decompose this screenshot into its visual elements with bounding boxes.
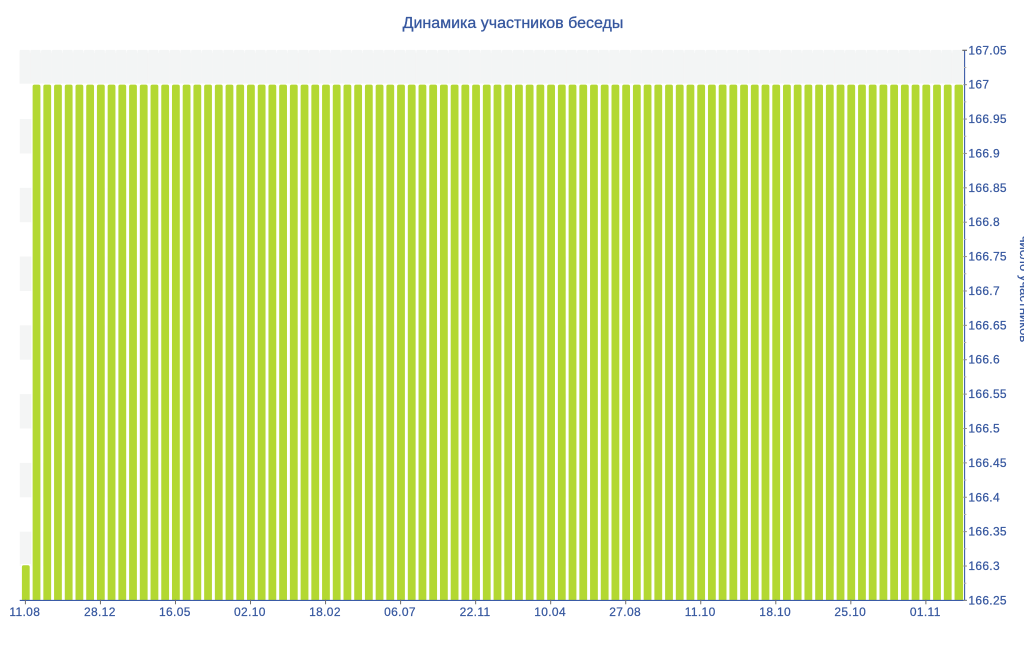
- svg-text:166.65: 166.65: [968, 318, 1007, 332]
- svg-text:11.10: 11.10: [685, 605, 716, 619]
- svg-text:166.35: 166.35: [968, 525, 1007, 539]
- svg-text:167: 167: [968, 78, 989, 92]
- svg-text:22.11: 22.11: [460, 605, 491, 619]
- svg-text:166.4: 166.4: [968, 490, 1000, 504]
- svg-text:167.05: 167.05: [968, 43, 1007, 57]
- svg-text:28.12: 28.12: [84, 605, 116, 619]
- svg-text:166.3: 166.3: [968, 559, 1000, 573]
- svg-text:166.85: 166.85: [968, 181, 1007, 195]
- svg-text:10.04: 10.04: [534, 605, 566, 619]
- svg-text:02.10: 02.10: [234, 605, 266, 619]
- svg-text:166.8: 166.8: [968, 215, 1000, 229]
- svg-text:166.9: 166.9: [968, 146, 1000, 160]
- svg-text:16.05: 16.05: [159, 605, 191, 619]
- svg-text:число участников: число участников: [1017, 236, 1024, 343]
- svg-text:Динамика участников беседы: Динамика участников беседы: [403, 15, 624, 32]
- svg-text:18.10: 18.10: [759, 605, 791, 619]
- svg-text:01.11: 01.11: [910, 605, 941, 619]
- svg-text:06.07: 06.07: [384, 605, 416, 619]
- svg-text:11.08: 11.08: [9, 605, 40, 619]
- svg-text:18.02: 18.02: [309, 605, 341, 619]
- svg-text:166.45: 166.45: [968, 456, 1007, 470]
- svg-text:166.55: 166.55: [968, 387, 1007, 401]
- svg-text:166.75: 166.75: [968, 250, 1007, 264]
- svg-text:166.5: 166.5: [968, 421, 1000, 435]
- svg-text:166.25: 166.25: [968, 593, 1007, 607]
- svg-text:166.6: 166.6: [968, 353, 1000, 367]
- svg-text:166.7: 166.7: [968, 284, 1000, 298]
- svg-text:27.08: 27.08: [609, 605, 641, 619]
- svg-text:166.95: 166.95: [968, 112, 1007, 126]
- svg-text:25.10: 25.10: [834, 605, 866, 619]
